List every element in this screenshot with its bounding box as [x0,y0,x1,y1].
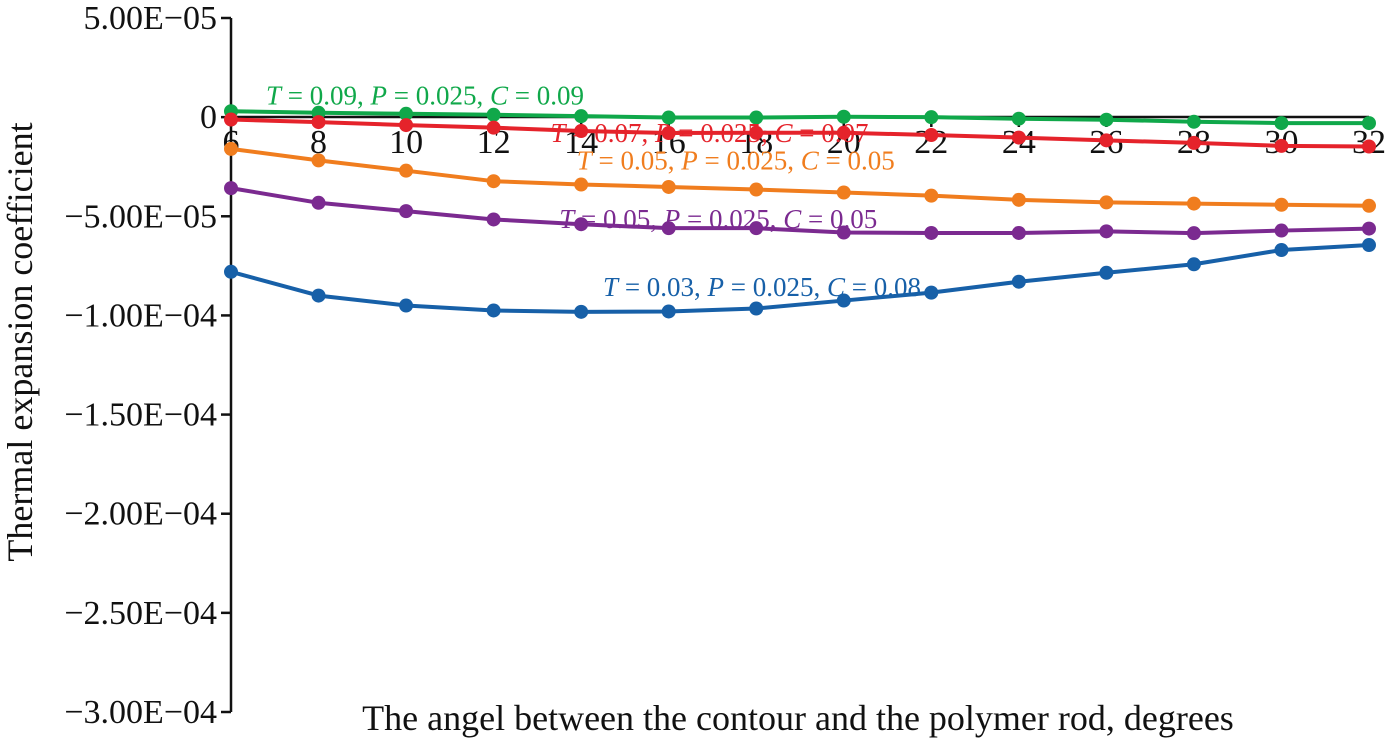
y-tick-label: −1.50E−04 [64,397,217,434]
data-point [1274,242,1289,257]
series-line [230,186,1370,236]
series-group [224,104,1376,319]
data-point [224,264,238,279]
data-point [749,182,764,197]
data-point [924,285,939,300]
data-point [399,163,414,178]
data-point [486,174,501,189]
y-tick-label: 5.00E−05 [84,0,217,37]
data-point [224,112,238,127]
series-line [230,146,1370,208]
data-point [399,118,414,133]
series-3 [224,181,1376,241]
data-point [574,217,589,232]
series-labels: T = 0.09, P = 0.025, C = 0.09 T = 0.07, P… [266,80,921,302]
y-tick-label: −2.50E−04 [64,595,217,632]
data-point [1099,224,1114,239]
data-point [749,221,764,236]
data-point [1186,135,1201,150]
series-label: T = 0.05, P = 0.025, C = 0.05 [577,146,895,176]
series-line [230,117,1370,149]
data-point [399,204,414,219]
data-point [1011,111,1026,126]
data-point [924,110,939,125]
y-tick-label: −5.00E−05 [64,198,217,235]
data-point [1274,138,1289,153]
data-point [836,185,851,200]
data-point [1099,112,1114,127]
series-0 [224,104,1376,131]
data-point [1274,223,1289,238]
data-point [1362,238,1376,253]
data-point [574,109,589,124]
data-point [1011,225,1026,240]
data-point [574,304,589,319]
series-label: T = 0.05, P = 0.025, C = 0.05 [559,204,877,234]
data-point [1011,130,1026,145]
data-point [1186,257,1201,272]
data-point [1362,198,1376,213]
data-point [749,125,764,140]
series-label: T = 0.09, P = 0.025, C = 0.09 [266,80,584,110]
data-point [836,125,851,140]
y-tick-label: −1.00E−04 [64,297,217,334]
data-point [1362,221,1376,236]
data-point [836,293,851,308]
data-point [224,181,238,196]
data-point [399,298,414,313]
data-point [574,124,589,139]
data-point [1362,139,1376,154]
data-point [486,107,501,122]
y-tick-label: 0 [200,99,217,136]
data-point [749,301,764,316]
data-point [1011,274,1026,289]
data-point [1274,116,1289,131]
data-point [836,225,851,240]
data-point [836,109,851,124]
data-point [1099,265,1114,280]
data-point [924,225,939,240]
y-tick-label: −2.00E−04 [64,496,217,533]
data-point [1099,195,1114,210]
data-point [574,177,589,192]
data-point [924,188,939,203]
data-point [1011,192,1026,207]
series-line [230,109,1369,126]
data-point [311,153,326,168]
y-axis-title: Thermal expansion coefficient [0,122,40,561]
data-point [311,115,326,130]
data-point [661,304,676,319]
data-point [924,127,939,142]
data-point [1099,133,1114,148]
data-point [1274,197,1289,212]
data-point [661,179,676,194]
data-point [1186,114,1201,129]
series-label: T = 0.03, P = 0.025, C = 0.08 [603,272,921,302]
data-point [1362,116,1376,131]
x-tick-label: 8 [310,124,327,161]
y-tick-label: −3.00E−04 [64,694,217,731]
data-point [224,141,238,156]
series-2 [224,141,1376,213]
data-point [661,110,676,125]
data-point [661,221,676,236]
data-point [311,195,326,210]
data-point [486,303,501,318]
data-point [1186,196,1201,211]
data-point [1186,226,1201,241]
data-point [311,288,326,303]
series-1 [224,112,1376,154]
data-point [661,126,676,141]
data-point [399,106,414,121]
data-point [486,212,501,227]
series-label: T = 0.07, P = 0.025, C = 0.07 [551,118,869,148]
x-axis-title: The angel between the contour and the po… [362,698,1234,738]
axes: 5.00E−05 0 −5.00E−05 −1.00E−04 −1.50E−04 −2.0… [64,0,1386,731]
series-line [230,243,1370,314]
data-point [749,110,764,125]
data-point [486,120,501,135]
series-4 [224,238,1376,319]
